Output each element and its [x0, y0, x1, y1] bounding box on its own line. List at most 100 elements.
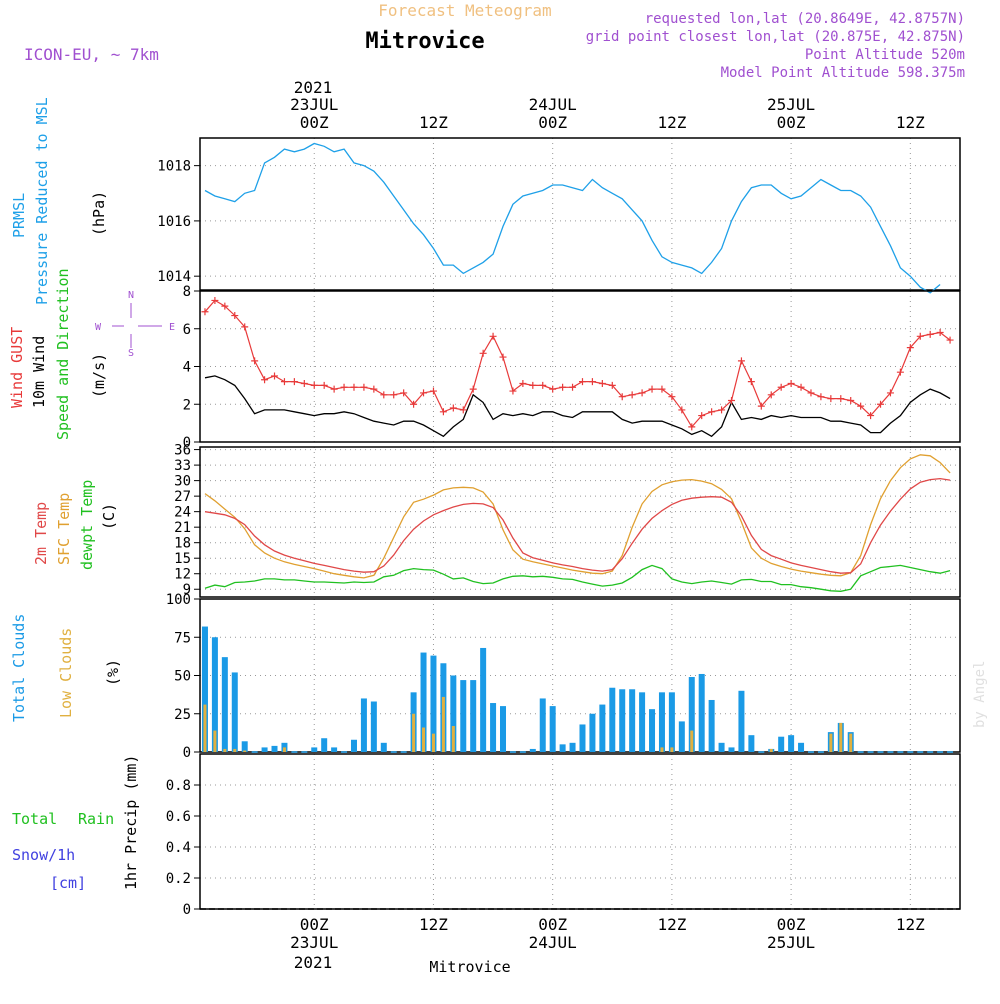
gust-point-65 [847, 396, 855, 404]
gust-point-47 [668, 393, 676, 401]
sfc-temp-label: SFC Temp [55, 493, 73, 565]
top-time-label-4: 00Z [777, 113, 806, 132]
total-cloud-bar-18 [380, 742, 387, 752]
total-cloud-bar-45 [649, 709, 656, 752]
total-cloud-bar-3 [231, 672, 238, 752]
rain-label-rain: Rain [78, 810, 114, 828]
gust-point-44 [638, 389, 646, 397]
requested-point: requested lon,lat (20.8649E, 42.8757N) [645, 11, 965, 27]
cloud-ytick-label-4: 100 [166, 592, 191, 608]
gust-point-27 [469, 385, 477, 393]
watermark: by Angel [972, 661, 988, 728]
precip-ytick-label-4: 0.8 [166, 778, 191, 794]
gust-point-25 [449, 404, 457, 412]
temp-ytick-label-5: 24 [174, 505, 191, 521]
bottom-time-label-4: 00Z [777, 915, 806, 934]
gust-point-18 [380, 391, 388, 399]
total-cloud-bar-4 [241, 741, 248, 752]
bottom-year-label: 2021 [294, 953, 333, 972]
compass-south-label: S [128, 348, 134, 359]
precip-units: 1hr Precip (mm) [122, 755, 140, 890]
temp-labels: 2m Temp SFC Temp dewpt Temp (C) [32, 480, 118, 570]
total-cloud-bar-38 [579, 724, 586, 752]
bottom-time-label-3: 12Z [657, 915, 686, 934]
gust-point-60 [797, 383, 805, 391]
low-cloud-bar-4 [243, 750, 247, 752]
gust-point-54 [737, 357, 745, 365]
snow-units: [cm] [50, 874, 86, 892]
gust-series-line [204, 299, 951, 428]
total-cloud-bar-42 [619, 689, 626, 752]
total-cloud-bar-17 [370, 701, 377, 752]
total-cloud-label: Total Clouds [10, 614, 28, 722]
gust-point-58 [777, 383, 785, 391]
gust-point-8 [280, 378, 288, 386]
low-cloud-bar-25 [451, 725, 455, 752]
pressure-ytick-label-1: 1016 [157, 214, 191, 230]
low-cloud-bar-64 [839, 722, 843, 752]
total-cloud-bar-40 [599, 704, 606, 752]
gust-point-13 [330, 385, 338, 393]
temp2m-label: 2m Temp [32, 502, 50, 565]
gust-point-6 [261, 376, 269, 384]
precip-frame [199, 753, 961, 910]
gust-point-75 [946, 336, 954, 344]
low-cloud-bar-46 [660, 747, 664, 752]
wind-ytick-label-1: 2 [183, 397, 191, 413]
temp-frame [199, 446, 961, 598]
pressure-label-1: PRMSL [10, 193, 28, 238]
cloud-ytick-label-3: 75 [174, 630, 191, 646]
gust-point-42 [618, 393, 626, 401]
gust-point-72 [916, 332, 924, 340]
cloud-ytick-label-2: 50 [174, 669, 191, 685]
gust-label: Wind GUST [8, 327, 26, 408]
low-cloud-bar-3 [233, 748, 237, 752]
gust-point-5 [251, 357, 259, 365]
total-cloud-bar-26 [460, 680, 467, 752]
gust-point-73 [926, 330, 934, 338]
pressure-ytick-label-2: 1018 [157, 159, 191, 175]
gust-point-2 [221, 302, 229, 310]
bottom-time-label-0: 00Z [300, 915, 329, 934]
total-cloud-bar-53 [728, 747, 735, 752]
precip-labels: Total Rain Snow/1h [cm] 1hr Precip (mm) [12, 755, 140, 892]
precip-ytick-label-1: 0.2 [166, 871, 191, 887]
wind-units: (m/s) [90, 353, 108, 398]
gust-point-37 [569, 383, 577, 391]
low-cloud-bar-63 [829, 733, 833, 752]
temp-ytick-label-7: 30 [174, 474, 191, 490]
gust-point-19 [390, 391, 398, 399]
sfc-temp-series-line [204, 454, 951, 579]
temp2m-series-line [204, 477, 951, 574]
temp-ytick-label-9: 36 [174, 443, 191, 459]
temp-ytick-label-1: 12 [174, 567, 191, 583]
low-cloud-bar-8 [282, 747, 286, 752]
low-cloud-bar-1 [213, 730, 217, 752]
gust-point-43 [628, 391, 636, 399]
temp-ytick-label-6: 27 [174, 489, 191, 505]
temp-ytick-label-3: 18 [174, 536, 191, 552]
gust-point-11 [310, 381, 318, 389]
compass-rose: N S W E [95, 290, 175, 359]
gust-point-29 [489, 332, 497, 340]
point-altitude: Point Altitude 520m [805, 47, 965, 63]
gust-point-46 [658, 385, 666, 393]
total-cloud-bar-13 [331, 747, 338, 752]
rain-label-total: Total [12, 810, 57, 828]
total-cloud-bar-49 [688, 677, 695, 752]
total-cloud-bar-50 [698, 673, 705, 752]
top-date-label-0: 23JUL [290, 95, 338, 114]
total-cloud-bar-46 [658, 692, 665, 752]
bottom-date-label-4: 25JUL [767, 933, 815, 952]
gust-point-34 [539, 381, 547, 389]
total-cloud-bar-33 [529, 748, 536, 752]
gust-point-45 [648, 385, 656, 393]
top-date-label-2: 24JUL [529, 95, 577, 114]
total-cloud-bar-55 [748, 735, 755, 752]
pressure-labels: PRMSL Pressure Reduced to MSL (hPa) [10, 97, 108, 305]
low-cloud-bar-24 [441, 696, 445, 752]
top-time-label-1: 12Z [419, 113, 448, 132]
total-cloud-bar-47 [668, 692, 675, 752]
total-cloud-bar-30 [500, 706, 507, 752]
